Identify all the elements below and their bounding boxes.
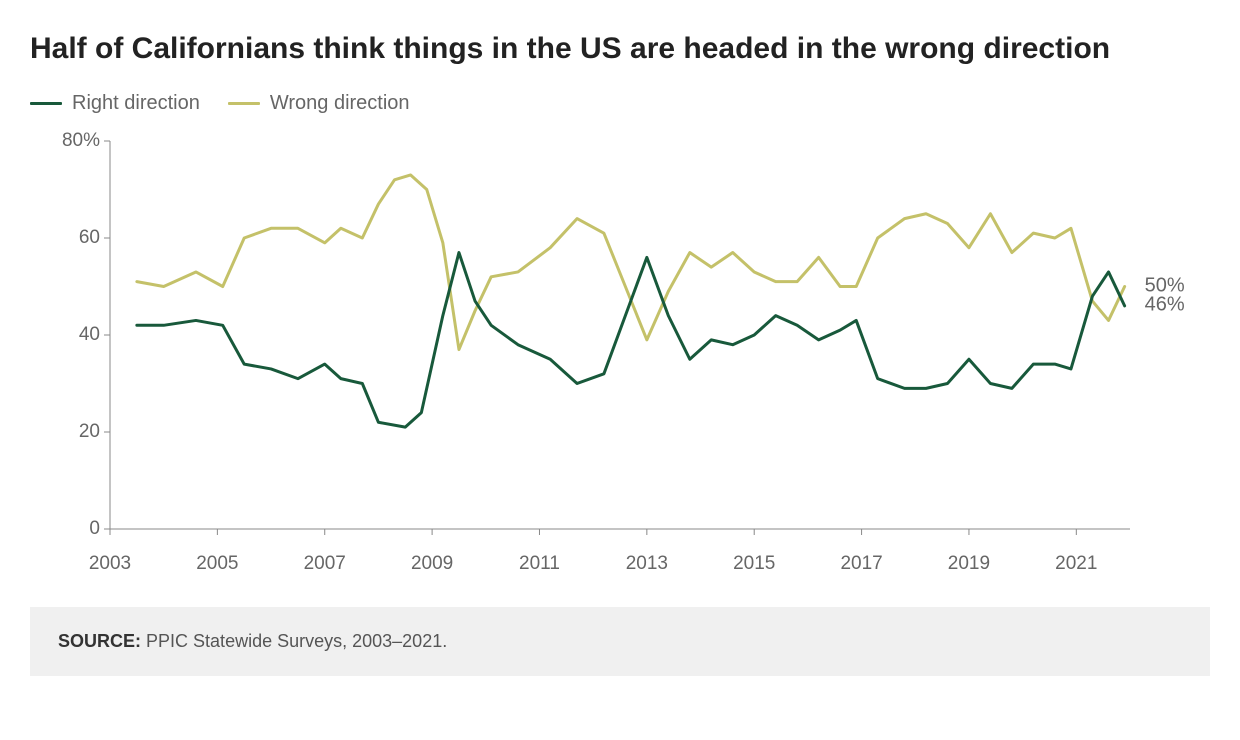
y-tick-label: 80 [62, 130, 100, 152]
x-tick-label: 2021 [1055, 553, 1097, 575]
chart-area: 0 20 40 60 80 2003 2005 2007 2009 2011 2013 2015 201… [30, 129, 1210, 589]
source-label: SOURCE: [58, 631, 141, 651]
x-tick-label: 2005 [196, 553, 238, 575]
x-tick-label: 2009 [411, 553, 453, 575]
chart-title: Half of Californians think things in the… [30, 30, 1210, 68]
legend-swatch-wrong [228, 102, 260, 105]
legend-label-wrong: Wrong direction [270, 92, 410, 115]
y-tick-label: 40 [79, 324, 100, 346]
x-tick-label: 2017 [840, 553, 882, 575]
x-tick-label: 2015 [733, 553, 775, 575]
chart-legend: Right direction Wrong direction [30, 92, 1210, 115]
end-label-right: 46% [1145, 294, 1185, 317]
legend-item-right: Right direction [30, 92, 200, 115]
x-tick-label: 2019 [948, 553, 990, 575]
x-tick-label: 2003 [89, 553, 131, 575]
x-tick-label: 2007 [304, 553, 346, 575]
x-tick-label: 2013 [626, 553, 668, 575]
legend-item-wrong: Wrong direction [228, 92, 410, 115]
source-box: SOURCE: PPIC Statewide Surveys, 2003–202… [30, 607, 1210, 676]
y-tick-label: 20 [79, 421, 100, 443]
legend-swatch-right [30, 102, 62, 105]
source-text: PPIC Statewide Surveys, 2003–2021. [146, 631, 447, 651]
line-chart-svg [30, 129, 1210, 589]
x-tick-label: 2011 [519, 553, 560, 575]
legend-label-right: Right direction [72, 92, 200, 115]
y-tick-label: 0 [89, 518, 100, 540]
y-tick-label: 60 [79, 227, 100, 249]
